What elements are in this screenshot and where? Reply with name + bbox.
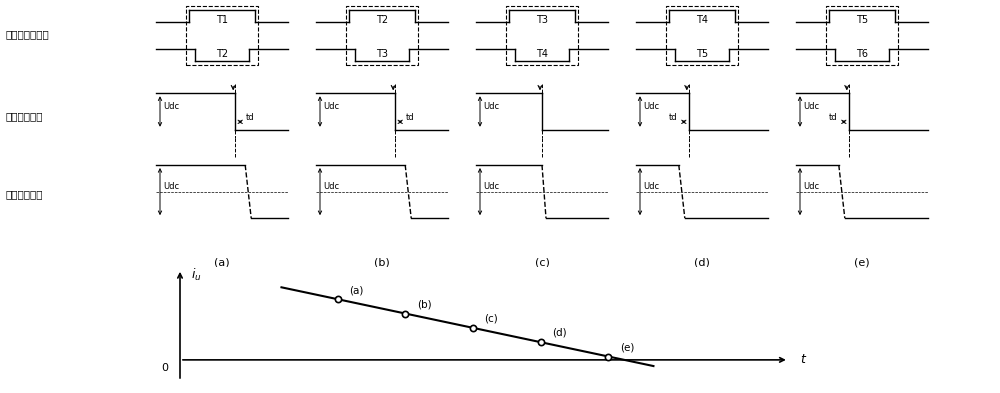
Text: (a): (a) — [349, 285, 363, 295]
Text: (d): (d) — [694, 257, 710, 267]
Text: T5: T5 — [696, 49, 708, 59]
Bar — [506, 6, 578, 65]
Text: 0: 0 — [162, 363, 169, 373]
Text: Udc: Udc — [483, 102, 499, 111]
Text: Udc: Udc — [803, 182, 819, 191]
Text: T5: T5 — [856, 15, 868, 25]
Text: 带死区驱动波形: 带死区驱动波形 — [5, 29, 49, 39]
Bar — [346, 6, 418, 65]
Text: T6: T6 — [856, 49, 868, 59]
Bar — [826, 6, 898, 65]
Text: Udc: Udc — [323, 102, 339, 111]
Text: td: td — [829, 114, 837, 122]
Text: T2: T2 — [376, 15, 388, 25]
Text: (c): (c) — [484, 314, 498, 324]
Text: (c): (c) — [535, 257, 549, 267]
Text: (a): (a) — [214, 257, 230, 267]
Text: T2: T2 — [216, 49, 228, 59]
Text: (d): (d) — [552, 328, 567, 338]
Bar — [186, 6, 258, 65]
Text: Udc: Udc — [163, 182, 179, 191]
Text: 实际输出电压: 实际输出电压 — [5, 189, 42, 200]
Text: Udc: Udc — [803, 102, 819, 111]
Text: 理想输出电压: 理想输出电压 — [5, 111, 42, 121]
Text: (b): (b) — [417, 299, 431, 309]
Text: (e): (e) — [620, 342, 634, 352]
Text: $i_u$: $i_u$ — [191, 267, 202, 283]
Text: (e): (e) — [854, 257, 870, 267]
Text: Udc: Udc — [483, 182, 499, 191]
Text: T3: T3 — [536, 15, 548, 25]
Bar — [666, 6, 738, 65]
Text: Udc: Udc — [643, 102, 659, 111]
Text: t: t — [800, 353, 805, 366]
Text: T4: T4 — [536, 49, 548, 59]
Text: (b): (b) — [374, 257, 390, 267]
Text: td: td — [669, 114, 677, 122]
Text: td: td — [246, 114, 255, 122]
Text: td: td — [406, 114, 415, 122]
Text: Udc: Udc — [163, 102, 179, 111]
Text: Udc: Udc — [323, 182, 339, 191]
Text: Udc: Udc — [643, 182, 659, 191]
Text: T4: T4 — [696, 15, 708, 25]
Text: T3: T3 — [376, 49, 388, 59]
Text: T1: T1 — [216, 15, 228, 25]
